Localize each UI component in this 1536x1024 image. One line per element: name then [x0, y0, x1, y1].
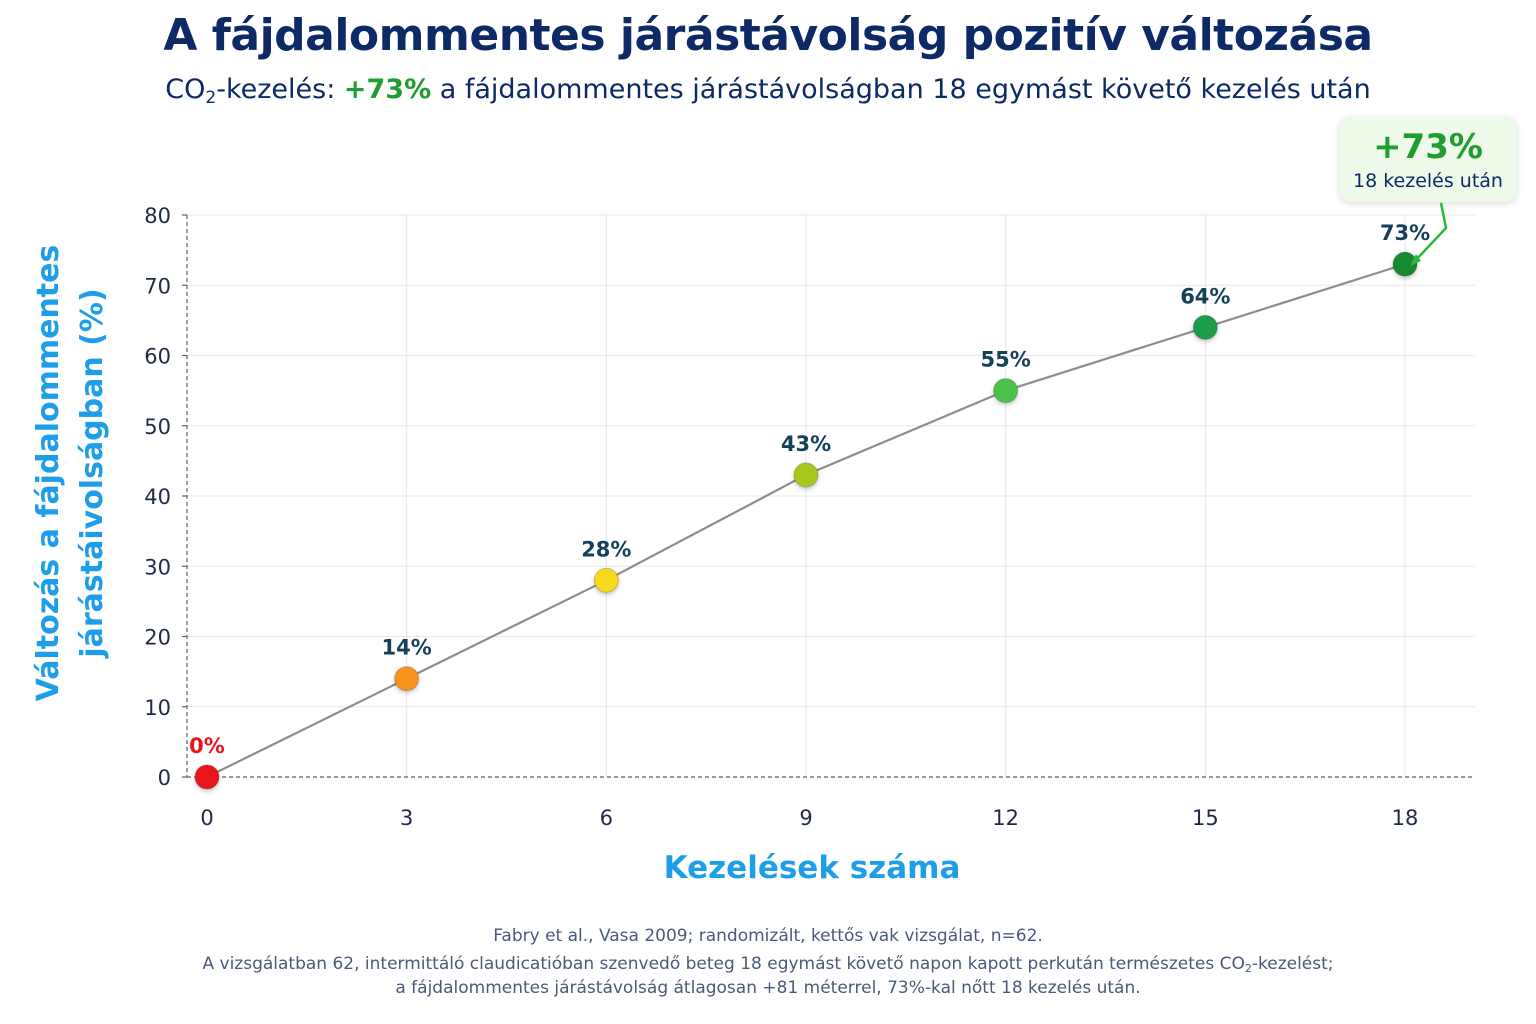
footer-description-line1: A vizsgálatban 62, intermittáló claudica…: [0, 954, 1536, 974]
data-point: [793, 462, 819, 488]
subtitle-rest: a fájdalommentes járástávolságban 18 egy…: [431, 74, 1371, 105]
data-point: [593, 567, 619, 593]
tick-labels: 0 10 20 30 40 50 60 70 80 0 3 6 9 12 15 18: [144, 204, 1418, 830]
y-tick-label: 70: [144, 274, 171, 298]
data-label: 14%: [382, 636, 432, 660]
data-labels: 0% 14% 28% 43% 55% 64% 73%: [189, 221, 1430, 758]
y-tick-label: 40: [144, 485, 171, 509]
callout-box: [1339, 116, 1517, 202]
footer-source: Fabry et al., Vasa 2009; randomizált, ke…: [493, 926, 1043, 946]
x-axis-label: Kezelések száma: [664, 850, 961, 886]
subtitle-highlight: +73%: [343, 74, 432, 105]
data-label: 73%: [1380, 221, 1430, 245]
y-tick-label: 60: [144, 345, 171, 369]
x-tick-label: 15: [1192, 806, 1219, 830]
data-point: [1392, 251, 1418, 277]
callout: +73% 18 kezelés után: [1339, 116, 1517, 266]
chart-title: A fájdalommentes járástávolság pozitív v…: [163, 10, 1373, 61]
footer-line2-b: -kezelést;: [1251, 954, 1334, 974]
y-axis-label-line2: járástáivolságban (%): [75, 288, 110, 658]
x-tick-label: 3: [400, 806, 413, 830]
callout-pointer: [1413, 202, 1448, 263]
x-tick-label: 12: [992, 806, 1019, 830]
x-tick-label: 9: [799, 806, 812, 830]
subtitle-co-sub: 2: [205, 88, 217, 108]
callout-arrowhead: [1410, 254, 1421, 266]
footer-line2-a: A vizsgálatban 62, intermittáló claudica…: [202, 954, 1245, 974]
y-axis-label-line1: Változás a fájdalommentes: [31, 245, 66, 702]
data-points: [194, 251, 1418, 790]
axes: [182, 214, 1475, 778]
subtitle-co: CO: [165, 74, 206, 105]
y-tick-label: 30: [144, 555, 171, 579]
grid: [187, 214, 1475, 777]
x-tick-label: 18: [1392, 806, 1419, 830]
data-label: 43%: [781, 432, 831, 456]
data-label: 28%: [581, 537, 631, 561]
callout-text: 18 kezelés után: [1353, 170, 1503, 192]
data-label: 0%: [189, 734, 225, 758]
callout-value: +73%: [1373, 127, 1483, 167]
data-label: 64%: [1180, 284, 1230, 308]
x-tick-label: 0: [200, 806, 213, 830]
y-tick-label: 80: [144, 204, 171, 228]
subtitle-prefix-rest: -kezelés:: [216, 74, 344, 105]
data-point: [993, 378, 1019, 404]
footer-description-line2: a fájdalommentes járástávolság átlagosan…: [395, 978, 1141, 998]
y-tick-label: 10: [144, 696, 171, 720]
footer-line2-sub: 2: [1244, 962, 1252, 975]
y-axis-label: Változás a fájdalommentes járástáivolság…: [31, 245, 110, 702]
y-tick-label: 50: [144, 415, 171, 439]
y-tick-label: 20: [144, 626, 171, 650]
data-label: 55%: [981, 348, 1031, 372]
y-tick-label: 0: [158, 766, 171, 790]
chart-subtitle: CO2-kezelés: +73% a fájdalommentes járás…: [0, 74, 1536, 108]
data-point: [394, 666, 420, 692]
x-tick-label: 6: [600, 806, 613, 830]
data-point: [1192, 314, 1218, 340]
data-point: [194, 764, 220, 790]
